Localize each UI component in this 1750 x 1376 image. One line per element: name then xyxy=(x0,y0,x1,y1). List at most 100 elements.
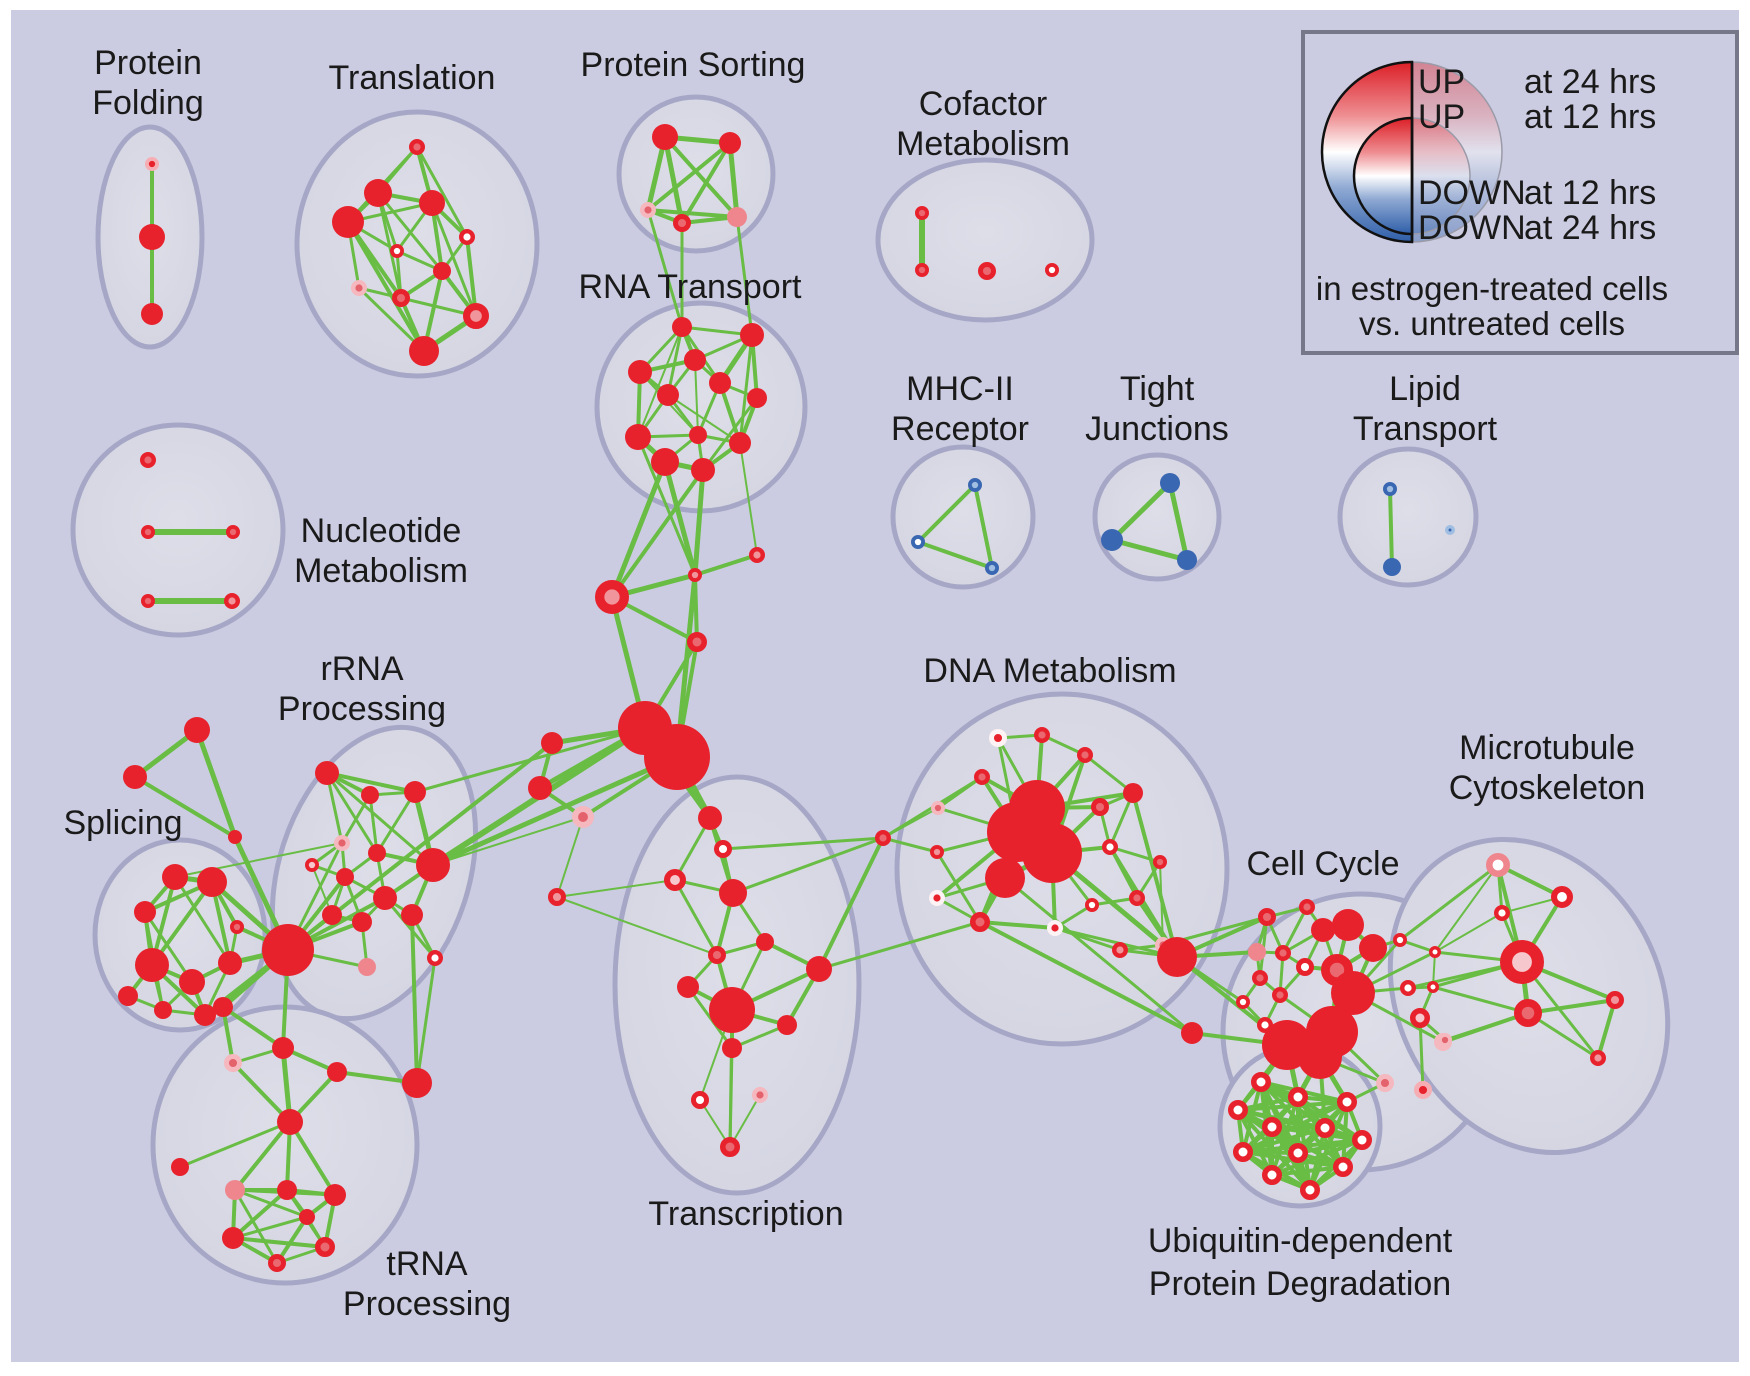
nucleotide-node-2[interactable] xyxy=(226,524,241,539)
triangle-node-2[interactable] xyxy=(228,830,242,844)
trna-node-1[interactable] xyxy=(224,1053,243,1072)
splicing-node-2[interactable] xyxy=(134,901,156,923)
translation-node-7[interactable] xyxy=(351,280,368,297)
ubiquitin-node-10[interactable] xyxy=(1262,1165,1282,1185)
dna-node-20[interactable] xyxy=(1111,942,1128,959)
rrna-node-8[interactable] xyxy=(322,905,342,925)
ubiquitin-node-11[interactable] xyxy=(1300,1180,1320,1200)
cellcycle-node-5[interactable] xyxy=(1248,943,1266,961)
splicing-node-0[interactable] xyxy=(162,864,188,890)
splicing-node-4[interactable] xyxy=(135,948,169,982)
core-node-5[interactable] xyxy=(644,724,710,790)
tight-node-2[interactable] xyxy=(1177,550,1197,570)
translation-node-6[interactable] xyxy=(433,262,451,280)
dna-node-23[interactable] xyxy=(1181,1022,1203,1044)
trna-node-3[interactable] xyxy=(327,1062,347,1082)
rna-transport-node-11[interactable] xyxy=(691,458,715,482)
transcription-node-2[interactable] xyxy=(547,887,566,906)
microtubule-node-10[interactable] xyxy=(1589,1049,1606,1066)
cellcycle-node-9[interactable] xyxy=(1251,970,1268,987)
cellcycle-node-18[interactable] xyxy=(1399,980,1416,997)
dna-node-15[interactable] xyxy=(929,890,946,907)
rna-transport-node-0[interactable] xyxy=(672,317,692,337)
ubiquitin-node-8[interactable] xyxy=(1288,1143,1308,1163)
microtubule-node-3[interactable] xyxy=(1429,946,1441,958)
trna-node-2[interactable] xyxy=(272,1037,294,1059)
cellcycle-node-21[interactable] xyxy=(1413,1080,1432,1099)
core-node-2[interactable] xyxy=(594,579,629,614)
translation-node-5[interactable] xyxy=(389,244,404,259)
transcription-node-0[interactable] xyxy=(713,839,732,858)
cellcycle-node-4[interactable] xyxy=(1359,934,1387,962)
microtubule-node-9[interactable] xyxy=(1438,1033,1453,1048)
cellcycle-node-13[interactable] xyxy=(1331,971,1375,1015)
core-node-1[interactable] xyxy=(749,547,766,564)
splicing-node-8[interactable] xyxy=(154,1001,172,1019)
ubiquitin-node-0[interactable] xyxy=(1251,1072,1271,1092)
rrna-node-15[interactable] xyxy=(402,1068,432,1098)
rna-transport-node-3[interactable] xyxy=(684,349,706,371)
lipid-node-1[interactable] xyxy=(1383,558,1401,576)
rrna-node-2[interactable] xyxy=(404,781,426,803)
dna-node-19[interactable] xyxy=(1128,890,1145,907)
rrna-node-12[interactable] xyxy=(427,950,444,967)
dna-node-22[interactable] xyxy=(1157,937,1197,977)
triangle-node-0[interactable] xyxy=(184,717,210,743)
transcription-node-9[interactable] xyxy=(777,1015,797,1035)
transcription-node-6[interactable] xyxy=(677,976,699,998)
core-node-9[interactable] xyxy=(698,806,722,830)
dna-node-11[interactable] xyxy=(1090,797,1109,816)
dna-node-18[interactable] xyxy=(1085,897,1100,912)
dna-node-16[interactable] xyxy=(970,912,990,932)
splicing-node-6[interactable] xyxy=(218,951,242,975)
rna-transport-node-4[interactable] xyxy=(709,372,731,394)
tight-node-1[interactable] xyxy=(1101,529,1123,551)
trna-node-9[interactable] xyxy=(222,1227,244,1249)
ubiquitin-node-6[interactable] xyxy=(1352,1130,1372,1150)
rna-transport-node-9[interactable] xyxy=(729,432,751,454)
cellcycle-node-11[interactable] xyxy=(1236,994,1251,1009)
microtubule-node-2[interactable] xyxy=(1493,905,1510,922)
dna-node-10[interactable] xyxy=(985,858,1025,898)
transcription-node-13[interactable] xyxy=(752,1086,769,1103)
splicing-node-9[interactable] xyxy=(194,1004,216,1026)
rrna-node-5[interactable] xyxy=(368,844,386,862)
rrna-node-11[interactable] xyxy=(401,904,423,926)
ubiquitin-node-4[interactable] xyxy=(1262,1117,1282,1137)
microtubule-node-1[interactable] xyxy=(1551,886,1574,909)
dna-node-13[interactable] xyxy=(1101,839,1118,856)
cellcycle-node-7[interactable] xyxy=(1295,957,1314,976)
core-node-3[interactable] xyxy=(687,632,707,652)
rrna-node-6[interactable] xyxy=(336,868,354,886)
microtubule-node-0[interactable] xyxy=(1486,852,1511,877)
microtubule-node-5[interactable] xyxy=(1427,981,1439,993)
dna-node-1[interactable] xyxy=(1033,727,1050,744)
cofactor-node-0[interactable] xyxy=(914,206,929,221)
trna-node-12[interactable] xyxy=(268,1253,287,1272)
dna-node-2[interactable] xyxy=(1076,747,1093,764)
dna-node-14[interactable] xyxy=(1153,854,1168,869)
transcription-node-8[interactable] xyxy=(709,987,755,1033)
rrna-node-0[interactable] xyxy=(315,761,339,785)
rna-transport-node-10[interactable] xyxy=(651,448,679,476)
rna-transport-node-2[interactable] xyxy=(628,360,652,384)
transcription-node-1[interactable] xyxy=(664,869,687,892)
transcription-node-12[interactable] xyxy=(690,1090,709,1109)
cellcycle-node-3[interactable] xyxy=(1332,909,1364,941)
translation-node-0[interactable] xyxy=(409,138,426,155)
trna-node-8[interactable] xyxy=(324,1184,346,1206)
transcription-node-5[interactable] xyxy=(756,933,774,951)
rna-transport-node-1[interactable] xyxy=(740,323,764,347)
splicing-node-7[interactable] xyxy=(118,986,138,1006)
tight-node-0[interactable] xyxy=(1160,473,1180,493)
cellcycle-node-16[interactable] xyxy=(1298,1035,1342,1079)
ubiquitin-node-2[interactable] xyxy=(1337,1092,1357,1112)
dna-node-5[interactable] xyxy=(875,830,892,847)
trna-node-4[interactable] xyxy=(277,1109,303,1135)
lipid-node-2[interactable] xyxy=(1445,525,1455,535)
nucleotide-node-4[interactable] xyxy=(223,593,240,610)
core-node-6[interactable] xyxy=(541,732,563,754)
cofactor-node-3[interactable] xyxy=(1045,262,1060,277)
protein-sorting-node-3[interactable] xyxy=(672,214,691,233)
protein-folding-node-2[interactable] xyxy=(141,303,163,325)
